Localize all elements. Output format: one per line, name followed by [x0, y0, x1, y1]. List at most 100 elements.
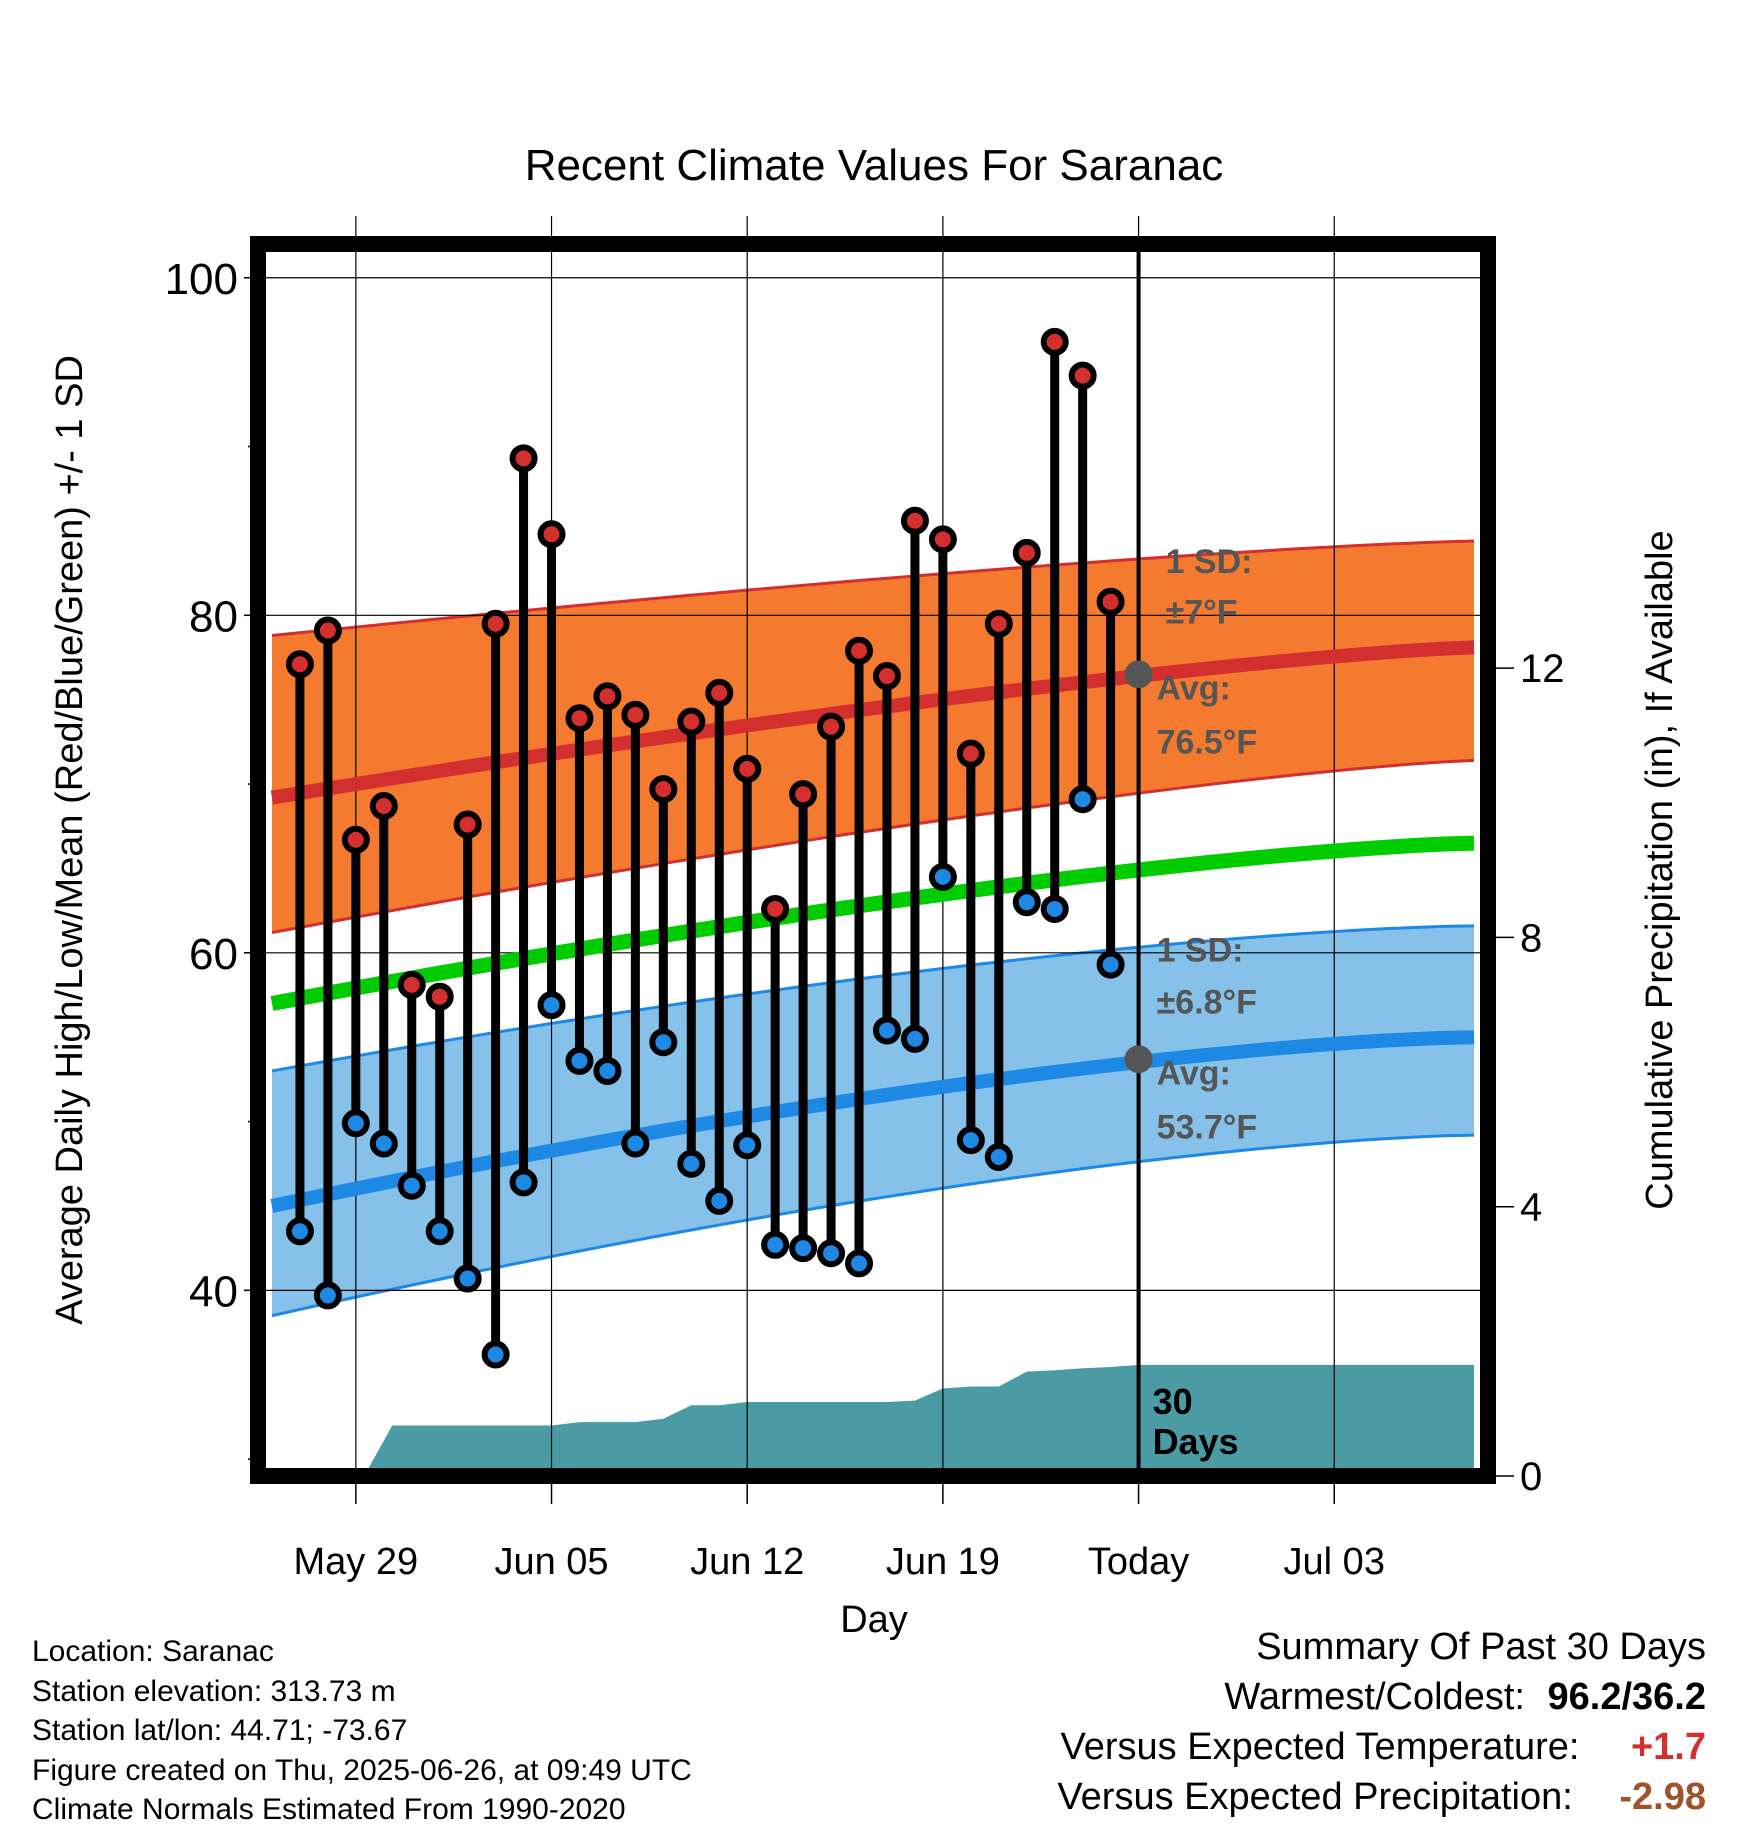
- daily-low-point: [509, 1168, 538, 1197]
- low-avg-value: 53.7°F: [1157, 1108, 1258, 1146]
- y2-tick-label: 0: [1520, 1455, 1542, 1499]
- daily-high-point: [872, 662, 901, 691]
- high-avg-label: Avg:: [1157, 670, 1231, 708]
- daily-low-point: [425, 1217, 454, 1246]
- daily-high-point: [733, 754, 762, 783]
- low-avg-label: Avg:: [1157, 1054, 1231, 1092]
- y2-axis-label: Cumulative Precipitation (in), If Availa…: [1639, 530, 1681, 1209]
- precip-anomaly-row: Versus Expected Precipitation: -2.98: [1057, 1772, 1706, 1822]
- daily-high-point: [845, 636, 874, 665]
- y2-tick-label: 4: [1520, 1186, 1542, 1230]
- chart-title: Recent Climate Values For Saranac: [525, 141, 1224, 190]
- daily-high-point: [789, 780, 818, 809]
- high-sd-label: 1 SD:: [1166, 543, 1253, 581]
- daily-low-point: [705, 1186, 734, 1215]
- mean-normal-line: [270, 835, 1475, 1011]
- low-avg-marker: [1124, 1045, 1153, 1074]
- high-sd-lower-line: [271, 758, 1475, 935]
- high-avg-value: 76.5°F: [1157, 724, 1258, 762]
- daily-high-point: [984, 609, 1013, 638]
- daily-high-point: [285, 650, 314, 679]
- daily-high-point: [313, 616, 342, 645]
- x-tick-label: Jun 12: [690, 1541, 804, 1583]
- daily-low-point: [313, 1281, 342, 1310]
- elevation-text: Station elevation: 313.73 m: [32, 1674, 396, 1708]
- x-tick-label: May 29: [294, 1541, 419, 1583]
- daily-low-point: [593, 1056, 622, 1085]
- x-tick-label: Jul 03: [1284, 1541, 1385, 1583]
- daily-low-point: [537, 991, 566, 1020]
- daily-low-point: [761, 1230, 790, 1259]
- daily-low-point: [817, 1239, 846, 1268]
- daily-low-point: [928, 862, 957, 891]
- daily-low-point: [341, 1109, 370, 1138]
- daily-high-point: [425, 982, 454, 1011]
- daily-low-point: [733, 1131, 762, 1160]
- daily-low-point: [900, 1024, 929, 1053]
- daily-high-point: [761, 894, 790, 923]
- warm-cold-label: Warmest/Coldest:: [1224, 1676, 1525, 1718]
- precip-anomaly-label: Versus Expected Precipitation:: [1057, 1776, 1573, 1818]
- y-tick-label: 60: [189, 930, 238, 979]
- latlon-text: Station lat/lon: 44.71; -73.67: [32, 1714, 408, 1747]
- daily-high-point: [956, 739, 985, 768]
- daily-low-point: [1096, 950, 1125, 979]
- daily-low-point: [621, 1129, 650, 1158]
- x-tick-label: Jun 19: [886, 1541, 1000, 1583]
- y2-tick-label: 8: [1520, 916, 1542, 960]
- daily-high-point: [565, 704, 594, 733]
- daily-low-point: [481, 1340, 510, 1369]
- y-tick-label: 100: [165, 255, 238, 304]
- temp-anomaly-label: Versus Expected Temperature:: [1060, 1726, 1580, 1768]
- daily-low-point: [565, 1046, 594, 1075]
- precip-area: [271, 1364, 1475, 1476]
- daily-low-point: [1068, 785, 1097, 814]
- daily-low-point: [1040, 894, 1069, 923]
- plot-frame: [250, 236, 1496, 1484]
- high-sd-band: [271, 541, 1475, 933]
- daily-high-point: [900, 506, 929, 535]
- daily-high-point: [369, 791, 398, 820]
- warm-cold-value: 96.2/36.2: [1547, 1676, 1706, 1718]
- daily-low-point: [285, 1217, 314, 1246]
- temp-anomaly-row: Versus Expected Temperature: +1.7: [1057, 1722, 1706, 1772]
- daily-high-point: [649, 775, 678, 804]
- high-sd-value: ±7°F: [1166, 594, 1238, 632]
- y2-tick-label: 12: [1520, 647, 1565, 691]
- daily-high-point: [593, 682, 622, 711]
- low-sd-value: ±6.8°F: [1157, 984, 1257, 1022]
- summary-title: Summary Of Past 30 Days: [1256, 1626, 1706, 1668]
- normals-period-text: Climate Normals Estimated From 1990-2020: [32, 1793, 626, 1826]
- daily-high-point: [621, 700, 650, 729]
- station-metadata: Location: Saranac Station elevation: 313…: [32, 1632, 692, 1830]
- daily-low-point: [677, 1149, 706, 1178]
- daily-high-point: [817, 712, 846, 741]
- daily-high-point: [928, 525, 957, 554]
- daily-high-point: [677, 707, 706, 736]
- x-tick-label: Today: [1088, 1541, 1189, 1583]
- low-sd-upper-line: [271, 924, 1475, 1073]
- y-tick-label: 40: [189, 1267, 238, 1316]
- location-text: Location: Saranac: [32, 1635, 274, 1668]
- daily-high-point: [509, 444, 538, 473]
- daily-high-point: [705, 678, 734, 707]
- daily-low-point: [845, 1249, 874, 1278]
- created-text: Figure created on Thu, 2025-06-26, at 09…: [32, 1753, 692, 1787]
- period-label-unit: Days: [1153, 1421, 1239, 1462]
- daily-low-point: [984, 1143, 1013, 1172]
- temp-anomaly-value: +1.7: [1630, 1726, 1706, 1768]
- daily-high-point: [397, 970, 426, 999]
- low-normal-line: [270, 1030, 1475, 1213]
- high-avg-marker: [1124, 660, 1153, 689]
- low-sd-band: [271, 925, 1475, 1316]
- daily-high-point: [1040, 327, 1069, 356]
- warm-cold-row: Warmest/Coldest: 96.2/36.2: [1057, 1672, 1706, 1722]
- daily-low-point: [1012, 888, 1041, 917]
- daily-low-point: [649, 1028, 678, 1057]
- high-normal-line: [270, 640, 1475, 805]
- summary-panel: Summary Of Past 30 Days Warmest/Coldest:…: [1057, 1622, 1706, 1822]
- low-sd-label: 1 SD:: [1157, 931, 1244, 969]
- y-axis-label: Average Daily High/Low/Mean (Red/Blue/Gr…: [49, 355, 91, 1325]
- daily-high-point: [1068, 361, 1097, 390]
